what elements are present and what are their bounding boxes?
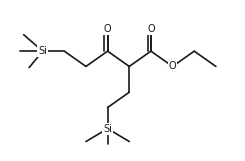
- Text: O: O: [104, 24, 111, 34]
- Text: Si: Si: [38, 46, 47, 56]
- Text: O: O: [169, 61, 176, 71]
- Text: Si: Si: [103, 124, 112, 134]
- Text: O: O: [147, 24, 155, 34]
